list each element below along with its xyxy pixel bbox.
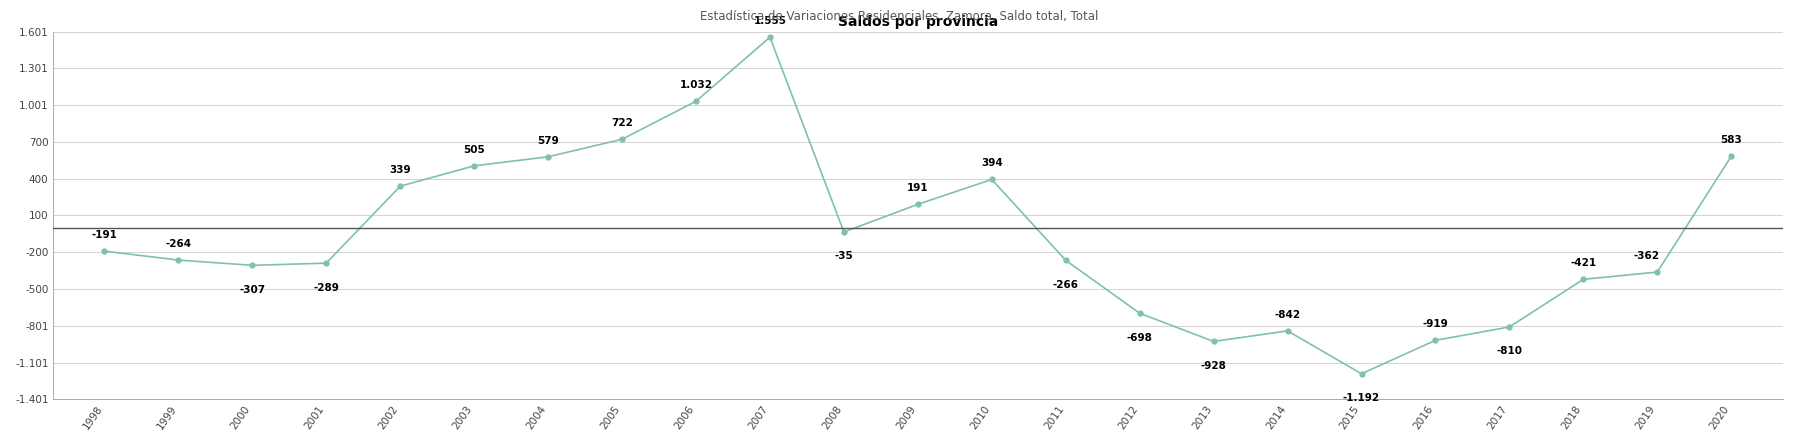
- Text: -307: -307: [239, 285, 266, 295]
- Text: -928: -928: [1201, 361, 1226, 371]
- Text: 722: 722: [611, 118, 633, 128]
- Text: 579: 579: [538, 136, 559, 146]
- Text: -421: -421: [1570, 258, 1597, 268]
- Text: 583: 583: [1721, 135, 1742, 145]
- Text: -842: -842: [1275, 310, 1300, 320]
- Text: 191: 191: [906, 183, 928, 193]
- Text: -266: -266: [1052, 280, 1079, 290]
- Text: -35: -35: [834, 252, 854, 261]
- Text: 1.555: 1.555: [753, 16, 786, 26]
- Text: -191: -191: [92, 230, 117, 240]
- Text: -919: -919: [1422, 319, 1449, 329]
- Text: 1.032: 1.032: [680, 80, 712, 90]
- Text: -289: -289: [313, 283, 340, 293]
- Text: -362: -362: [1633, 251, 1660, 261]
- Text: 339: 339: [390, 165, 412, 175]
- Text: 394: 394: [982, 158, 1003, 168]
- Text: Estadística de Variaciones Residenciales, Zamora, Saldo total, Total: Estadística de Variaciones Residenciales…: [699, 10, 1099, 23]
- Text: -698: -698: [1127, 333, 1153, 343]
- Text: -264: -264: [165, 239, 191, 249]
- Text: -1.192: -1.192: [1343, 393, 1381, 403]
- Title: Saldos por provincia: Saldos por provincia: [838, 15, 998, 29]
- Text: 505: 505: [464, 145, 485, 155]
- Text: -810: -810: [1496, 347, 1523, 356]
